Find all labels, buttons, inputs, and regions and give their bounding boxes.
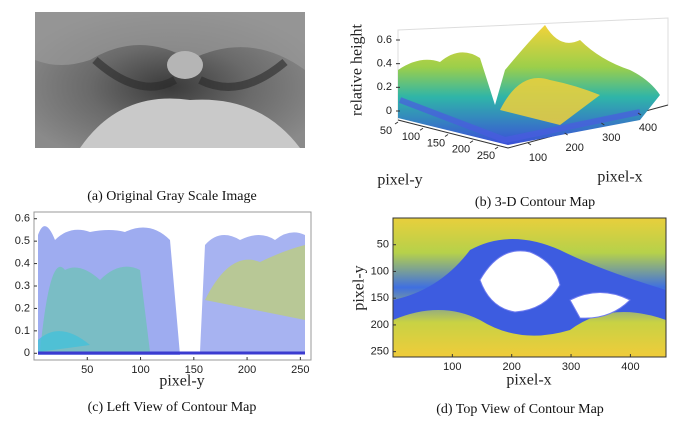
x-tick-label: 200 xyxy=(565,142,583,154)
caption: (d) Top View of Contour Map xyxy=(436,402,604,417)
y-tick-label: 250 xyxy=(371,346,389,358)
z-tick-label: 0.6 xyxy=(377,34,392,46)
z-tick-label: 0 xyxy=(386,105,392,117)
x-tick-label: 300 xyxy=(562,361,580,373)
axis-label: relative height xyxy=(349,23,366,116)
axis-label: pixel-y xyxy=(159,373,204,390)
y-tick-label: 0.1 xyxy=(15,325,30,337)
tick-mark xyxy=(527,142,532,146)
x-tick-label: 250 xyxy=(291,364,309,376)
tick-mark xyxy=(394,121,399,125)
x-tick-label: 50 xyxy=(81,364,93,376)
x-tick-label: 400 xyxy=(621,361,639,373)
y-tick-label: 0.4 xyxy=(15,257,30,269)
surface-3d xyxy=(397,17,669,149)
axis-label: pixel-x xyxy=(597,169,642,186)
caption: (c) Left View of Contour Map xyxy=(88,400,257,415)
y-tick-label: 100 xyxy=(371,265,389,277)
x-tick-label: 300 xyxy=(602,132,620,144)
z-tick-label: 0.2 xyxy=(377,81,392,93)
tick-mark xyxy=(601,122,605,126)
caption: (b) 3-D Contour Map xyxy=(475,195,595,210)
y-tick-label: 150 xyxy=(427,137,445,149)
x-tick-label: 400 xyxy=(639,122,657,134)
gray-image xyxy=(35,12,305,148)
y-tick-label: 0.2 xyxy=(15,302,30,314)
tick-mark xyxy=(637,112,642,116)
x-tick-label: 150 xyxy=(185,364,203,376)
y-tick-label: 0.5 xyxy=(15,235,30,247)
tick-mark xyxy=(444,134,449,137)
tick-mark xyxy=(494,146,499,150)
x-tick-label: 200 xyxy=(503,361,521,373)
x-tick-label: 100 xyxy=(443,361,461,373)
y-tick-label: 50 xyxy=(377,239,389,251)
x-tick-label: 100 xyxy=(529,152,547,164)
top-view xyxy=(392,217,667,358)
y-tick-label: 200 xyxy=(371,319,389,331)
y-tick-label: 0.6 xyxy=(15,213,30,225)
y-tick-label: 50 xyxy=(380,125,392,137)
y-tick-label: 200 xyxy=(452,144,470,156)
x-tick-label: 100 xyxy=(131,364,149,376)
x-tick-label: 200 xyxy=(238,364,256,376)
z-tick-label: 0.4 xyxy=(377,58,392,70)
y-tick-label: 100 xyxy=(402,131,420,143)
axis-label: pixel-x xyxy=(506,372,551,389)
axis-label: pixel-y xyxy=(377,172,422,189)
left-view xyxy=(33,211,312,361)
caption: (a) Original Gray Scale Image xyxy=(87,189,256,204)
tick-mark xyxy=(469,140,474,144)
y-tick-label: 0.3 xyxy=(15,280,30,292)
y-tick-label: 0 xyxy=(24,347,30,359)
axis-label: pixel-y xyxy=(351,265,368,310)
y-tick-label: 150 xyxy=(371,292,389,304)
tick-mark xyxy=(564,132,568,136)
tick-mark xyxy=(419,127,424,131)
y-tick-label: 250 xyxy=(477,150,495,162)
